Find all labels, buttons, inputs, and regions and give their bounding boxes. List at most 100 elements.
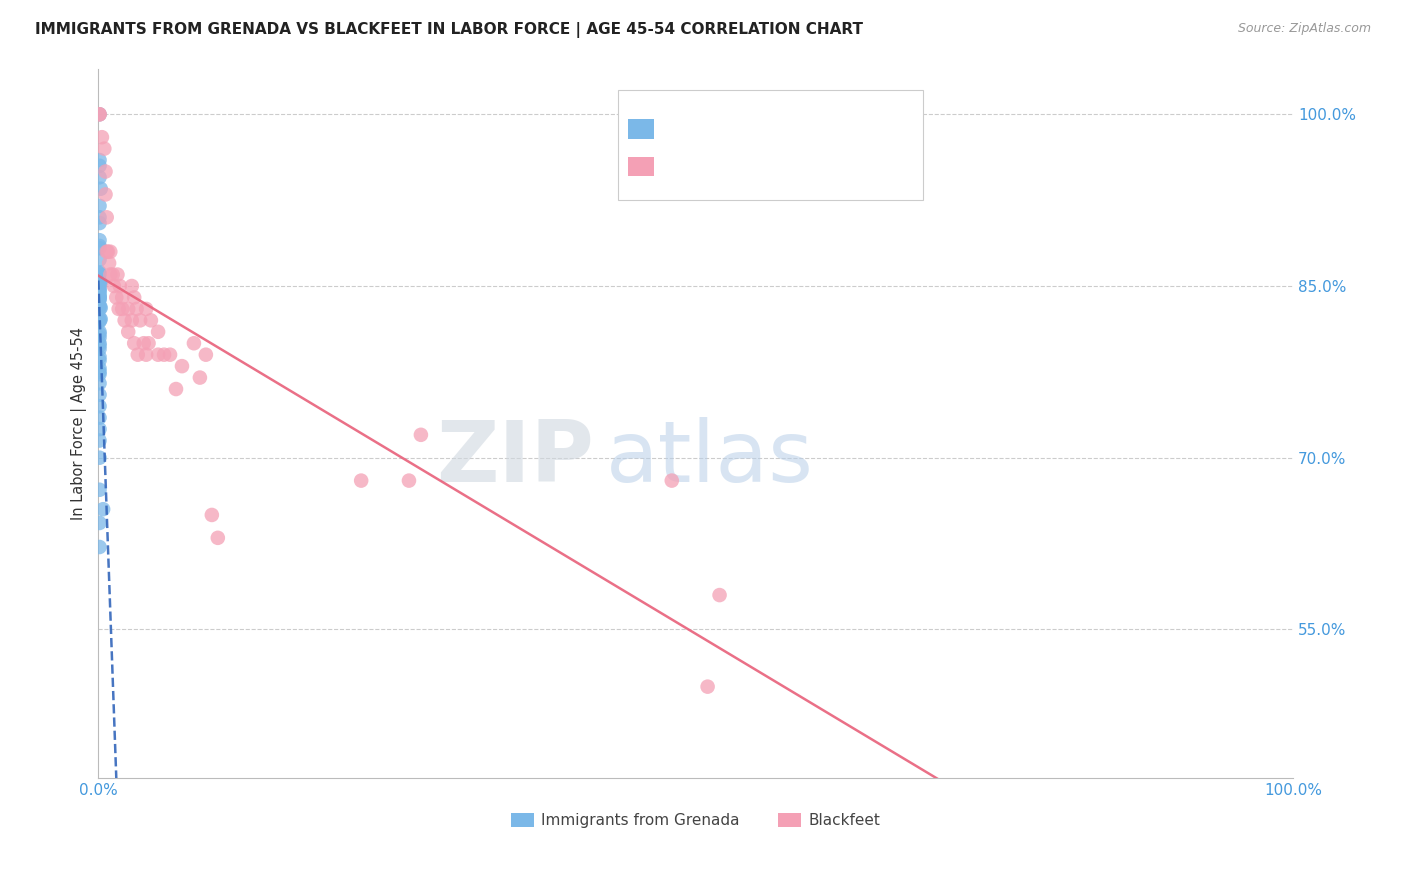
Point: [89, 170, 111, 185]
Point: [350, 474, 373, 488]
Point: [89, 311, 111, 326]
Point: [89, 107, 111, 121]
Point: [96, 244, 118, 259]
Point: [201, 508, 224, 522]
Point: [89, 107, 111, 121]
Point: [89, 434, 111, 448]
Bar: [627, 119, 654, 139]
Point: [661, 474, 683, 488]
Point: [89, 159, 111, 173]
Point: [398, 474, 420, 488]
Point: [146, 325, 169, 339]
Point: [107, 268, 129, 282]
Point: [89, 211, 111, 225]
Point: [89, 252, 111, 267]
Bar: [619, 90, 922, 200]
Point: [89, 277, 111, 292]
Point: [89, 273, 111, 287]
Point: [89, 327, 111, 342]
Point: [90, 276, 112, 290]
Point: [89, 298, 111, 312]
Point: [89, 313, 111, 327]
Point: [89, 338, 111, 352]
Point: [89, 292, 111, 306]
Point: [89, 376, 111, 391]
Point: [170, 359, 193, 373]
Point: [90, 182, 112, 196]
Point: [89, 233, 111, 247]
Point: [159, 348, 181, 362]
Point: [89, 265, 111, 279]
Point: [107, 301, 129, 316]
Point: [89, 361, 111, 376]
Point: [89, 284, 111, 298]
Point: [111, 301, 134, 316]
Point: [89, 325, 111, 339]
Point: [89, 281, 111, 295]
Point: [89, 267, 111, 281]
Text: IMMIGRANTS FROM GRENADA VS BLACKFEET IN LABOR FORCE | AGE 45-54 CORRELATION CHAR: IMMIGRANTS FROM GRENADA VS BLACKFEET IN …: [35, 22, 863, 38]
Text: atlas: atlas: [606, 417, 814, 500]
Point: [94, 164, 117, 178]
Point: [89, 268, 111, 282]
Point: [89, 388, 111, 402]
Point: [194, 348, 217, 362]
Point: [122, 336, 145, 351]
Point: [94, 187, 117, 202]
Legend: Immigrants from Grenada, Blackfeet: Immigrants from Grenada, Blackfeet: [505, 807, 887, 834]
Point: [89, 301, 111, 316]
Point: [183, 336, 205, 351]
Point: [89, 289, 111, 303]
Point: [89, 279, 111, 293]
Point: [135, 301, 157, 316]
Point: [89, 367, 111, 381]
Point: [165, 382, 187, 396]
Point: [125, 301, 148, 316]
Point: [146, 348, 169, 362]
Point: [98, 268, 121, 282]
Point: [97, 244, 120, 259]
Point: [121, 279, 143, 293]
Point: [132, 336, 155, 351]
Point: [91, 130, 114, 145]
Point: [153, 348, 176, 362]
Point: [89, 288, 111, 302]
Point: [135, 348, 157, 362]
Point: [696, 680, 718, 694]
Point: [89, 107, 111, 121]
Point: [93, 142, 115, 156]
Point: [89, 516, 111, 530]
Point: [90, 301, 112, 315]
Point: [709, 588, 731, 602]
Point: [117, 325, 139, 339]
Point: [89, 153, 111, 167]
Text: ZIP: ZIP: [436, 417, 595, 500]
Text: N = 52: N = 52: [827, 158, 890, 176]
Point: [122, 290, 145, 304]
Point: [89, 285, 111, 299]
Point: [89, 277, 111, 291]
Point: [89, 365, 111, 379]
Point: [89, 314, 111, 328]
Point: [89, 293, 111, 307]
Point: [89, 241, 111, 255]
Point: [89, 540, 111, 554]
Point: [89, 422, 111, 436]
Text: Source: ZipAtlas.com: Source: ZipAtlas.com: [1237, 22, 1371, 36]
Point: [89, 353, 111, 368]
Point: [98, 244, 121, 259]
Bar: [627, 156, 654, 177]
Point: [89, 290, 111, 304]
Point: [96, 211, 118, 225]
Point: [89, 330, 111, 344]
Point: [89, 410, 111, 425]
Text: R = 0.195: R = 0.195: [664, 120, 747, 138]
Point: [89, 216, 111, 230]
Point: [127, 348, 149, 362]
Point: [129, 313, 152, 327]
Point: [89, 336, 111, 351]
Point: [139, 313, 162, 327]
Text: N = 58: N = 58: [827, 120, 890, 138]
Point: [90, 312, 112, 326]
Point: [89, 300, 111, 314]
